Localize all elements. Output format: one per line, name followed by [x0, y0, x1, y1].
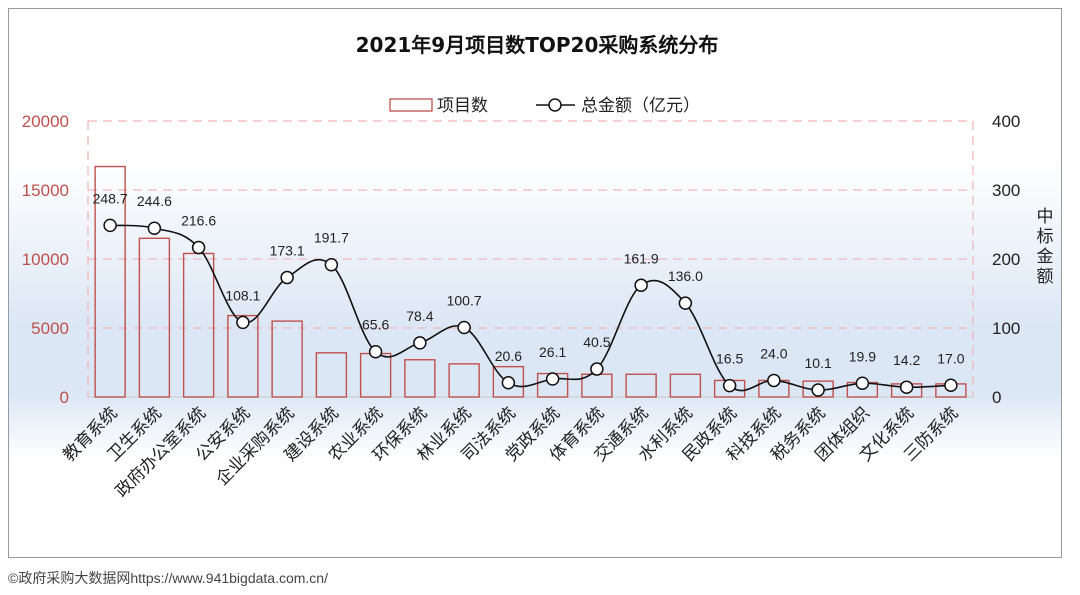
amount-point	[678, 296, 693, 310]
amount-data-label: 78.4	[406, 308, 433, 324]
amount-data-label: 40.5	[583, 334, 610, 350]
amount-data-label: 173.1	[270, 243, 305, 259]
amount-data-label: 16.5	[716, 351, 743, 367]
right-tick-label: 400	[992, 112, 1020, 131]
amount-data-label: 100.7	[447, 293, 482, 309]
right-tick-label: 300	[992, 181, 1020, 200]
amount-point	[147, 221, 162, 235]
amount-point	[899, 380, 914, 394]
bar	[138, 237, 171, 398]
amount-point	[191, 240, 206, 255]
amount-data-label: 14.2	[893, 352, 920, 368]
amount-point	[103, 218, 117, 233]
amount-point	[368, 344, 383, 359]
amount-point	[811, 383, 825, 397]
legend-line-label: 总金额（亿元）	[581, 96, 700, 116]
right-tick-label: 0	[992, 388, 1001, 407]
amount-data-label: 161.9	[624, 250, 659, 266]
line-layer	[103, 218, 958, 397]
amount-data-label: 65.6	[362, 317, 389, 333]
legend-line-marker	[548, 98, 562, 112]
amount-point	[545, 372, 560, 386]
right-tick-label: 200	[992, 250, 1020, 269]
bar	[448, 363, 480, 398]
amount-point	[944, 378, 958, 393]
legend-bar-label: 项目数	[437, 96, 488, 116]
right-axis-label: 中标金额	[1037, 207, 1054, 287]
amount-point	[855, 376, 870, 391]
amount-data-label: 19.9	[849, 348, 876, 364]
left-tick-label: 20000	[22, 112, 69, 131]
amount-point	[236, 315, 250, 330]
amount-data-label: 108.1	[225, 287, 260, 303]
amount-data-label: 17.0	[937, 350, 964, 366]
amount-point	[501, 376, 516, 390]
bar	[94, 165, 126, 398]
bar	[625, 373, 657, 398]
amount-point	[413, 336, 427, 350]
plot-background	[9, 160, 1061, 460]
legend: 项目数 总金额（亿元）	[389, 96, 700, 116]
amount-data-label: 244.6	[137, 193, 172, 209]
amount-point	[280, 270, 294, 285]
chart-title: 2021年9月项目数TOP20采购系统分布	[356, 33, 719, 57]
bar	[271, 320, 303, 398]
label-layer: 248.7 244.6 216.6 108.1 173.1 191.7 65.6 78.4 10…	[93, 190, 965, 371]
footer-credit: ©政府采购大数据网https://www.941bigdata.com.cn/	[8, 570, 328, 586]
amount-data-label: 216.6	[181, 213, 216, 229]
bar	[315, 352, 348, 398]
amount-data-label: 26.1	[539, 344, 566, 360]
amount-point	[590, 362, 604, 376]
left-tick-label: 5000	[31, 319, 69, 338]
amount-data-label: 191.7	[314, 230, 349, 246]
amount-point	[457, 320, 471, 335]
bar	[492, 365, 525, 398]
bar	[669, 373, 702, 398]
right-tick-label: 100	[992, 319, 1020, 338]
amount-data-label: 136.0	[668, 268, 703, 284]
legend-bar-swatch	[389, 98, 433, 112]
amount-point	[634, 278, 648, 293]
amount-data-label: 248.7	[93, 190, 128, 206]
left-tick-label: 15000	[22, 181, 69, 200]
bar	[227, 314, 259, 398]
amount-point	[767, 373, 781, 388]
amount-data-label: 10.1	[805, 355, 832, 371]
amount-data-label: 20.6	[495, 348, 522, 364]
bar	[404, 359, 436, 398]
amount-point	[722, 378, 737, 393]
left-tick-label: 10000	[22, 250, 69, 269]
amount-point	[324, 257, 339, 272]
left-tick-label: 0	[60, 388, 69, 407]
amount-data-label: 24.0	[760, 345, 787, 361]
